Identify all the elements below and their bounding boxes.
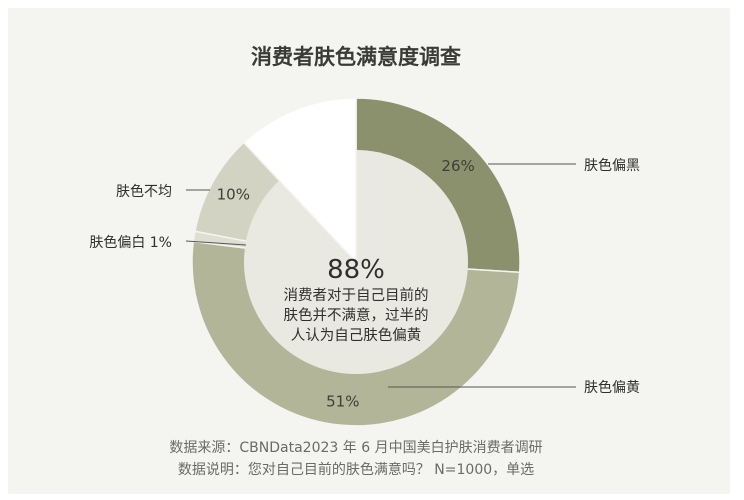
white-slice-overlay	[242, 97, 357, 264]
category-label-yellow: 肤色偏黄	[584, 379, 640, 396]
category-label-uneven: 肤色不均	[116, 183, 172, 200]
value-labels: 26% 51% 10%	[217, 157, 475, 410]
center-text-line-1: 消费者对于自己目前的	[284, 287, 429, 304]
leader-lines	[185, 163, 576, 388]
value-label-dark: 26%	[441, 157, 474, 175]
leader-line-fair	[185, 240, 247, 246]
category-label-dark: 肤色偏黑	[584, 157, 640, 174]
center-text-line-3: 人认为自己肤色偏黄	[291, 327, 422, 344]
value-label-yellow: 51%	[326, 392, 359, 410]
footnote-source: 数据来源：CBNData2023 年 6 月中国美白护肤消费者调研	[169, 440, 542, 456]
footnote-note: 数据说明：您对自己目前的肤色满意吗？ N=1000，单选	[178, 461, 534, 478]
category-label-fair: 肤色偏白 1%	[89, 234, 172, 251]
value-label-uneven: 10%	[217, 186, 250, 204]
center-text-line-2: 肤色并不满意，过半的	[284, 306, 429, 324]
slice-white-full	[242, 97, 357, 264]
center-percentage: 88%	[327, 255, 385, 285]
chart-title: 消费者肤色满意度调查	[251, 45, 461, 69]
